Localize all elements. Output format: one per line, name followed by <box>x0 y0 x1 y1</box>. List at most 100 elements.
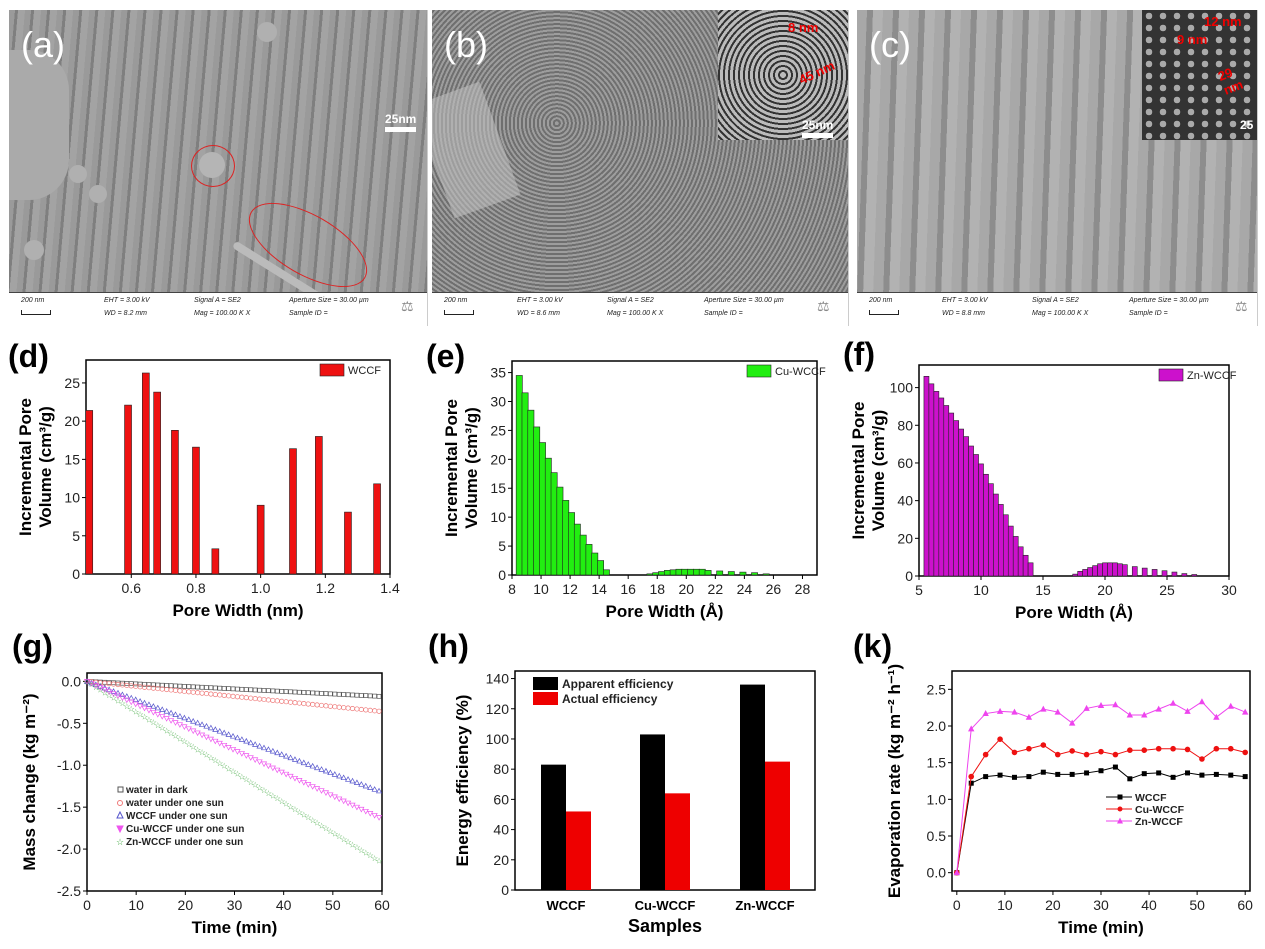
legend-marker <box>1117 806 1123 812</box>
y-axis-label-line1: Incremental Pore <box>16 398 35 536</box>
data-point <box>983 774 989 780</box>
data-point <box>1083 704 1090 711</box>
info-wd: WD = 8.8 mm <box>942 310 985 317</box>
data-point <box>133 683 139 689</box>
x-category-label: Zn-WCCF <box>735 898 794 913</box>
y-tick-label: 20 <box>897 530 913 546</box>
legend-marker <box>116 825 124 834</box>
data-point <box>190 718 197 724</box>
data-point <box>1040 705 1047 712</box>
histogram-bar <box>1017 546 1024 577</box>
data-point <box>141 699 148 706</box>
legend-marker <box>1117 794 1123 800</box>
y-tick-label: 0.5 <box>927 828 947 844</box>
data-point <box>1068 719 1076 726</box>
data-point <box>167 718 175 724</box>
data-point <box>345 692 351 698</box>
sem-image-a <box>9 10 427 317</box>
data-point <box>217 692 223 698</box>
data-point <box>376 693 382 699</box>
data-point <box>119 695 126 702</box>
data-point <box>212 738 219 745</box>
histogram-bar <box>928 383 935 577</box>
data-point <box>145 707 153 714</box>
data-point <box>229 747 237 753</box>
inset-label-29nm: 29 nm <box>1215 64 1246 98</box>
data-point <box>199 690 205 696</box>
panel-label-g: (g) <box>12 628 53 664</box>
data-point <box>354 692 360 698</box>
panel-label-c: (c) <box>869 24 911 65</box>
data-point: ☆ <box>340 835 347 844</box>
data-point <box>198 721 206 727</box>
sem-particle <box>69 165 87 183</box>
y-tick-label: -2.5 <box>57 883 81 899</box>
bar-actual <box>665 793 690 890</box>
data-point <box>362 808 369 815</box>
data-point <box>1025 713 1033 720</box>
x-tick-label: 26 <box>766 581 782 597</box>
data-point <box>154 712 161 718</box>
data-point <box>92 683 99 689</box>
y-axis-label-line2: Volume (cm³/g) <box>462 407 481 529</box>
data-point <box>146 682 152 687</box>
y-tick-label: 60 <box>897 455 913 471</box>
histogram-bar <box>727 571 735 576</box>
info-wd: WD = 8.6 mm <box>517 310 560 317</box>
x-tick-label: 16 <box>620 581 636 597</box>
data-point <box>97 683 104 689</box>
data-point: ☆ <box>198 748 205 757</box>
x-tick-label: 22 <box>708 581 724 597</box>
sem-panel-b: 8 nm 45 nm (b) 25nm 200 nm EHT = 3.00 kV… <box>432 10 849 326</box>
data-point: ☆ <box>287 802 294 811</box>
data-point <box>243 737 250 744</box>
data-point <box>367 693 373 699</box>
y-tick-label: 100 <box>486 731 510 747</box>
x-tick-label: 10 <box>128 897 144 913</box>
data-point <box>177 688 183 694</box>
histogram-bar <box>762 573 770 576</box>
data-point <box>376 708 382 714</box>
histogram-bar <box>515 375 523 576</box>
data-point: ☆ <box>137 710 144 719</box>
data-point <box>190 684 196 690</box>
histogram-bar <box>938 397 945 577</box>
sem-image-b: 8 nm 45 nm <box>432 10 848 293</box>
legend-label: water in dark <box>125 785 188 796</box>
data-point <box>1198 698 1206 705</box>
x-tick-label: 40 <box>276 897 292 913</box>
histogram-bar <box>591 552 599 576</box>
data-point <box>172 687 179 693</box>
data-point <box>164 683 169 688</box>
legend-label: Actual efficiency <box>562 692 658 706</box>
histogram-bar <box>1092 565 1098 577</box>
scale-bar-c: 25 <box>1240 118 1253 132</box>
data-point: ☆ <box>128 705 135 714</box>
data-point: ☆ <box>114 696 121 705</box>
data-point <box>1184 746 1191 753</box>
data-point: ☆ <box>101 688 108 697</box>
series-line <box>956 766 1246 873</box>
histogram-bar <box>550 472 558 576</box>
data-point <box>221 729 228 736</box>
data-point <box>1213 771 1219 777</box>
data-point <box>1170 745 1176 752</box>
histogram-bar <box>521 392 529 576</box>
data-point <box>300 780 307 786</box>
histogram-bar <box>963 436 969 577</box>
data-point <box>1040 769 1046 775</box>
x-tick-label: 60 <box>1237 897 1253 913</box>
data-point <box>1170 774 1176 780</box>
y-axis-label: Evaporation rate (kg m⁻² h⁻¹) <box>885 664 904 898</box>
y-tick-label: 40 <box>493 822 509 838</box>
legend-label: Cu-WCCF <box>775 366 826 378</box>
data-point <box>238 736 245 742</box>
data-point <box>340 774 347 781</box>
histogram-bar <box>85 410 94 575</box>
data-point <box>274 698 280 704</box>
data-point <box>363 693 369 698</box>
data-point <box>248 695 254 701</box>
data-point <box>151 682 156 688</box>
data-point <box>358 806 365 813</box>
scale-bar-label: 25nm <box>385 112 417 126</box>
